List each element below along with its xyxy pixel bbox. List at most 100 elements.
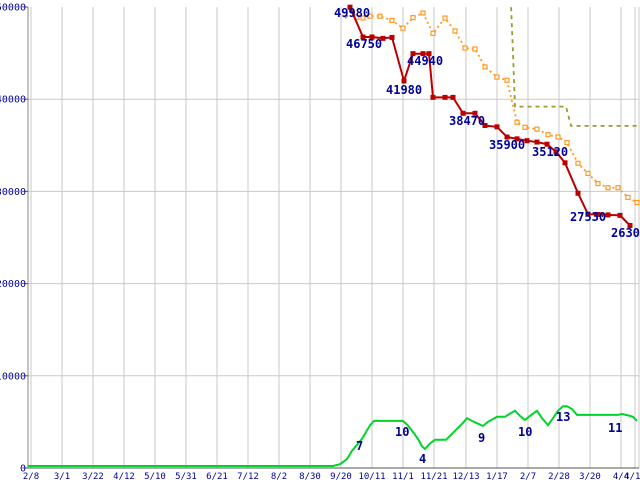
series-avg-price-marker bbox=[534, 126, 540, 132]
point-value-label: 35120 bbox=[532, 145, 568, 159]
series-min-price-marker bbox=[360, 34, 366, 40]
x-tick-label: 1/17 bbox=[486, 472, 508, 480]
series-avg-price-marker bbox=[625, 194, 631, 200]
series-avg-price-marker bbox=[595, 180, 601, 187]
series-min-price-marker bbox=[410, 51, 416, 57]
point-value-label: 4 bbox=[419, 452, 426, 466]
point-value-label: 26300 bbox=[611, 226, 640, 240]
series-max-price-line bbox=[344, 7, 638, 127]
y-tick-label: 0 bbox=[20, 464, 26, 475]
series-avg-price-marker bbox=[420, 10, 426, 16]
series-min-price-marker bbox=[514, 136, 520, 142]
x-tick-label: 2/8 bbox=[23, 472, 39, 480]
point-value-label: 7 bbox=[356, 439, 363, 453]
x-tick-label: 4/17 bbox=[624, 472, 640, 480]
x-tick-label: 4/4 bbox=[613, 472, 629, 480]
y-tick-label: 40000 bbox=[0, 95, 26, 106]
point-value-label: 13 bbox=[556, 410, 570, 424]
point-value-label: 49980 bbox=[334, 6, 370, 20]
x-tick-label: 5/31 bbox=[175, 472, 197, 480]
series-min-price-marker bbox=[605, 212, 611, 218]
series-avg-price-marker bbox=[360, 15, 366, 21]
series-avg-price-marker bbox=[545, 132, 551, 138]
x-tick-label: 3/1 bbox=[54, 472, 70, 480]
series-avg-price-marker bbox=[615, 185, 621, 191]
series-min-price-marker bbox=[575, 190, 581, 196]
series-min-price-marker bbox=[595, 211, 601, 217]
x-tick-label: 3/20 bbox=[579, 472, 601, 480]
point-value-label: 41980 bbox=[386, 83, 422, 97]
series-avg-price-marker bbox=[410, 15, 416, 21]
series-min-price-marker bbox=[389, 34, 395, 40]
series-avg-price-marker bbox=[585, 170, 591, 177]
series-min-price-marker bbox=[627, 223, 633, 229]
series-avg-price-line bbox=[356, 11, 638, 204]
series-min-price-marker bbox=[617, 212, 623, 218]
point-value-label: 11 bbox=[608, 421, 622, 435]
series-min-price-marker bbox=[494, 124, 500, 130]
series-min-price-line bbox=[349, 6, 631, 227]
y-tick-label: 50000 bbox=[0, 3, 26, 14]
x-tick-label: 2/7 bbox=[520, 472, 536, 480]
series-listing-count-line bbox=[28, 405, 638, 467]
x-tick-label: 4/12 bbox=[113, 472, 135, 480]
series-avg-price-marker bbox=[482, 64, 488, 70]
series-min-price-marker bbox=[450, 94, 456, 100]
series-min-price-marker bbox=[472, 110, 478, 116]
series-min-price-marker bbox=[534, 139, 540, 145]
series-min-price-marker bbox=[482, 122, 488, 128]
series-avg-price-marker bbox=[634, 199, 640, 206]
series-min-price-marker bbox=[553, 149, 559, 155]
x-tick-label: 11/1 bbox=[392, 472, 414, 480]
series-avg-price-marker bbox=[377, 13, 383, 19]
series-min-price-marker bbox=[430, 94, 436, 100]
series-avg-price-marker bbox=[514, 119, 520, 125]
x-tick-label: 9/20 bbox=[330, 472, 352, 480]
series-min-price-marker bbox=[504, 134, 510, 140]
series-min-price-marker bbox=[562, 160, 568, 166]
x-tick-label: 7/12 bbox=[237, 472, 259, 480]
x-tick-label: 12/13 bbox=[452, 472, 479, 480]
y-tick-label: 20000 bbox=[0, 279, 26, 290]
x-tick-label: 3/22 bbox=[82, 472, 104, 480]
point-value-label: 10 bbox=[395, 425, 409, 439]
point-value-label: 38470 bbox=[449, 114, 485, 128]
series-avg-price-marker bbox=[555, 134, 561, 140]
series-min-price-marker bbox=[369, 34, 375, 40]
series-avg-price-marker bbox=[462, 45, 468, 51]
series-min-price-marker bbox=[544, 141, 550, 147]
series-avg-price-marker bbox=[472, 46, 478, 52]
point-value-label: 35900 bbox=[489, 138, 525, 152]
series-avg-price-marker bbox=[575, 160, 581, 166]
point-value-label: 9 bbox=[478, 431, 485, 445]
x-tick-label: 8/2 bbox=[271, 472, 287, 480]
series-avg-price-marker bbox=[522, 124, 528, 130]
series-min-price-marker bbox=[347, 4, 353, 10]
series-min-price-marker bbox=[401, 78, 407, 84]
series-avg-price-marker bbox=[430, 30, 436, 36]
x-tick-label: 6/21 bbox=[206, 472, 228, 480]
series-avg-price-marker bbox=[442, 15, 448, 21]
point-value-label: 46750 bbox=[346, 37, 382, 51]
series-min-price-marker bbox=[426, 51, 432, 57]
series-min-price-marker bbox=[585, 211, 591, 217]
series-avg-price-marker bbox=[504, 77, 510, 83]
series-min-price-marker bbox=[420, 51, 426, 57]
x-tick-label: 11/21 bbox=[420, 472, 447, 480]
x-tick-label: 10/11 bbox=[358, 472, 385, 480]
series-avg-price-marker bbox=[452, 28, 458, 34]
series-min-price-marker bbox=[380, 35, 386, 41]
series-avg-price-marker bbox=[564, 139, 570, 146]
series-avg-price-marker bbox=[494, 74, 500, 80]
series-avg-price-marker bbox=[367, 13, 373, 19]
y-tick-label: 30000 bbox=[0, 187, 26, 198]
x-tick-label: 8/30 bbox=[299, 472, 321, 480]
series-min-price-marker bbox=[524, 138, 530, 144]
point-value-label: 10 bbox=[518, 425, 532, 439]
y-tick-label: 10000 bbox=[0, 371, 26, 382]
series-avg-price-marker bbox=[389, 17, 395, 23]
x-tick-label: 2/28 bbox=[548, 472, 570, 480]
series-min-price-marker bbox=[460, 110, 466, 116]
x-tick-label: 5/10 bbox=[144, 472, 166, 480]
